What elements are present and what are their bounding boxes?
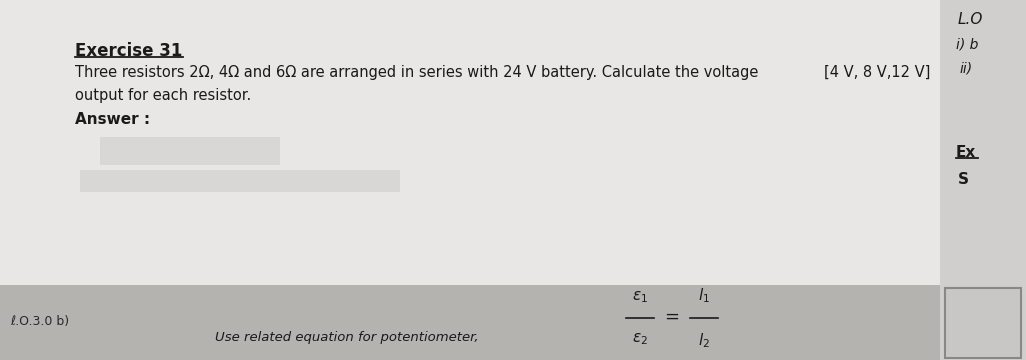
Text: Ex: Ex (956, 145, 977, 160)
Text: [4 V, 8 V,12 V]: [4 V, 8 V,12 V] (824, 65, 930, 80)
Text: $l_2$: $l_2$ (698, 331, 710, 350)
Text: Answer :: Answer : (75, 112, 150, 127)
Text: =: = (665, 308, 679, 326)
Bar (100, 137, 280, 165)
Text: $\varepsilon_1$: $\varepsilon_1$ (632, 289, 648, 305)
Text: output for each resistor.: output for each resistor. (75, 88, 251, 103)
Text: Exercise 31: Exercise 31 (75, 42, 183, 60)
Bar (0, 285, 940, 360)
Bar (945, 288, 1021, 358)
Text: $l_1$: $l_1$ (698, 286, 710, 305)
Text: ii): ii) (960, 62, 973, 76)
Text: $\varepsilon_2$: $\varepsilon_2$ (632, 331, 648, 347)
Text: S: S (958, 172, 969, 187)
Bar (940, 0, 1026, 360)
Text: i) b: i) b (956, 38, 979, 52)
Text: Three resistors 2Ω, 4Ω and 6Ω are arranged in series with 24 V battery. Calculat: Three resistors 2Ω, 4Ω and 6Ω are arrang… (75, 65, 758, 80)
Text: Use related equation for potentiometer,: Use related equation for potentiometer, (215, 332, 478, 345)
Text: ℓ.O.3.0 b): ℓ.O.3.0 b) (10, 315, 69, 328)
Text: L.O: L.O (958, 12, 983, 27)
Bar (80, 170, 400, 192)
